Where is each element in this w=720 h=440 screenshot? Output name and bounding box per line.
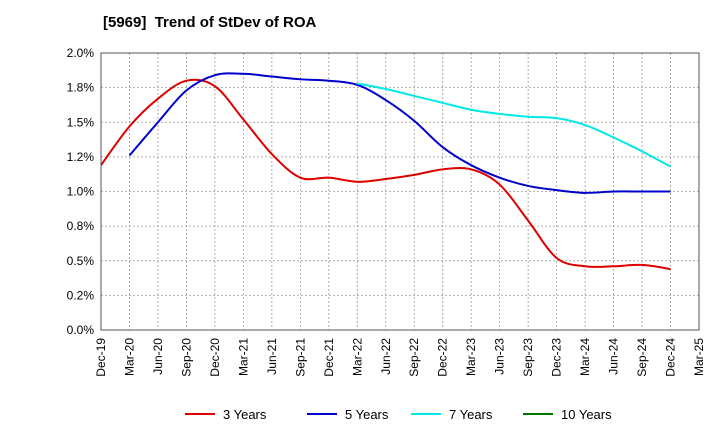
- x-tick-label: Sep-24: [635, 338, 649, 377]
- series-lines: [100, 72, 671, 271]
- x-tick-label: Mar-21: [236, 338, 250, 376]
- x-tick-label: Mar-20: [122, 338, 136, 376]
- x-tick-label: Jun-24: [607, 338, 621, 375]
- x-tick-label: Dec-23: [550, 338, 564, 377]
- x-tick-label: Jun-23: [493, 338, 507, 375]
- legend-label: 5 Years: [345, 407, 389, 422]
- x-tick-label: Jun-21: [265, 338, 279, 375]
- x-tick-label: Sep-21: [293, 338, 307, 377]
- x-tick-label: Dec-24: [664, 338, 678, 377]
- y-tick-label: 2.0%: [67, 46, 95, 60]
- y-tick-label: 1.8%: [67, 81, 95, 95]
- x-tick-label: Mar-25: [692, 338, 706, 376]
- x-tick-label: Sep-20: [179, 338, 193, 377]
- x-tick-label: Sep-22: [407, 338, 421, 377]
- x-tick-label: Mar-23: [464, 338, 478, 376]
- series-line-1: [100, 78, 671, 271]
- legend: 3 Years 5 Years 7 Years 10 Years: [185, 407, 612, 422]
- plot-frame: [100, 52, 700, 331]
- x-tick-label: Mar-24: [578, 338, 592, 376]
- x-tick-label: Jun-22: [379, 338, 393, 375]
- y-tick-label: 0.2%: [67, 288, 95, 302]
- series-line-2: [128, 72, 671, 194]
- y-axis-ticks: 0.0% 0.2% 0.5% 0.8% 1.0% 1.2% 1.5% 1.8% 2.0%: [67, 46, 95, 337]
- x-tick-label: Jun-20: [151, 338, 165, 375]
- x-tick-label: Dec-19: [94, 338, 108, 377]
- legend-label: 3 Years: [223, 407, 267, 422]
- x-axis-ticks: Dec-19 Mar-20 Jun-20 Sep-20 Dec-20 Mar-21 Jun-…: [94, 338, 706, 377]
- y-tick-label: 1.2%: [67, 150, 95, 164]
- legend-label: 10 Years: [561, 407, 612, 422]
- x-tick-label: Dec-21: [322, 338, 336, 377]
- y-tick-label: 1.5%: [67, 115, 95, 129]
- y-tick-label: 0.5%: [67, 254, 95, 268]
- legend-label: 7 Years: [449, 407, 493, 422]
- x-tick-label: Dec-22: [436, 338, 450, 377]
- y-tick-label: 0.0%: [67, 323, 95, 337]
- y-tick-label: 0.8%: [67, 219, 95, 233]
- y-tick-label: 1.0%: [67, 185, 95, 199]
- chart-title: [5969] Trend of StDev of ROA: [103, 14, 317, 31]
- series-line-3: [357, 82, 671, 168]
- x-tick-label: Mar-22: [350, 338, 364, 376]
- x-tick-label: Dec-20: [208, 338, 222, 377]
- x-tick-label: Sep-23: [521, 338, 535, 377]
